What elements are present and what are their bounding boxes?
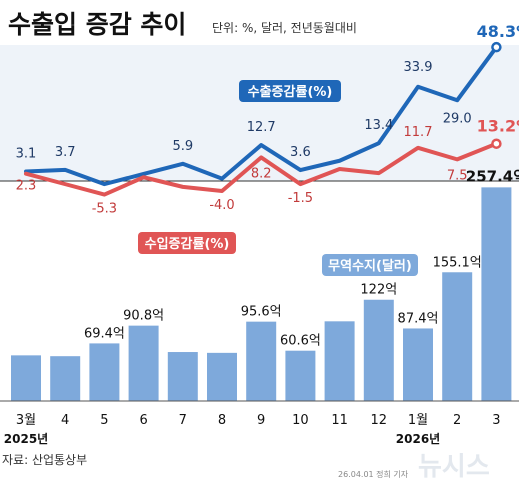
line-series xyxy=(24,41,502,197)
import-growth-label: -5.3 xyxy=(92,202,117,217)
import-growth-label: -1.5 xyxy=(288,191,313,206)
import-growth-label: 7.5 xyxy=(447,168,468,183)
chart-title: 수출입 증감 추이 xyxy=(8,10,186,39)
trade-balance-label: 95.6억 xyxy=(241,305,282,320)
x-tick-label: 6 xyxy=(139,413,147,428)
export-growth-label: 13.4 xyxy=(364,118,393,133)
footer-credit: 26.04.01 정희 기자 xyxy=(338,469,409,478)
x-tick-label: 5 xyxy=(100,413,108,428)
legend-balance-label: 무역수지(달러) xyxy=(328,258,412,274)
export-growth-label: 48.3% xyxy=(477,22,519,41)
trade-balance-bar xyxy=(207,352,237,401)
trade-balance-bar xyxy=(481,187,512,401)
export-growth-label: 29.0 xyxy=(443,111,472,126)
export-growth-label: 12.7 xyxy=(247,120,276,135)
legend-balance: 무역수지(달러) xyxy=(322,254,418,276)
import-growth-line-end-marker xyxy=(491,138,502,149)
watermark: 뉴시스 xyxy=(418,452,490,478)
import-growth-line xyxy=(24,141,499,197)
trade-balance-label: 257.4억 xyxy=(466,167,519,185)
trade-balance-bar xyxy=(285,350,316,401)
x-tick-label: 9 xyxy=(257,413,265,428)
trade-balance-bar xyxy=(246,321,277,401)
trade-balance-bar xyxy=(128,325,159,401)
trade-balance-bar xyxy=(403,328,433,401)
trade-balance-label: 155.1억 xyxy=(433,255,482,270)
export-growth-label: 5.9 xyxy=(172,139,193,154)
import-growth-label: 2.3 xyxy=(16,179,37,194)
trade-balance-bar xyxy=(442,272,473,401)
import-growth-label: 8.2 xyxy=(251,166,272,181)
x-tick-label: 1월 xyxy=(408,413,428,428)
legend-export: 수출증감률(%) xyxy=(239,80,341,102)
legend-import: 수입증감률(%) xyxy=(138,232,236,254)
trade-balance-bar xyxy=(11,355,41,401)
import-growth-label: 11.7 xyxy=(404,125,433,140)
year-label-first: 2025년 xyxy=(4,432,48,446)
x-tick-label: 12 xyxy=(371,413,388,428)
source-note: 자료: 산업통상부 xyxy=(2,453,87,467)
legend-export-label: 수출증감률(%) xyxy=(248,84,333,100)
x-tick-label: 2 xyxy=(453,413,461,428)
export-growth-label: 3.7 xyxy=(55,145,76,160)
export-growth-label: 3.1 xyxy=(16,146,37,161)
export-growth-label: 3.6 xyxy=(290,145,311,160)
trade-balance-bar xyxy=(324,321,355,401)
year-label-second: 2026년 xyxy=(396,432,440,446)
x-axis-ticks: 3월 4 5 6 7 8 9 10 11 12 1월 2 3 xyxy=(16,413,501,428)
x-tick-label: 3월 xyxy=(16,413,36,428)
trade-balance-bar xyxy=(89,343,120,401)
x-tick-label: 4 xyxy=(61,413,69,428)
trade-balance-label: 122억 xyxy=(360,283,397,298)
trade-balance-label: 69.4억 xyxy=(84,326,125,341)
export-growth-label: 33.9 xyxy=(404,60,433,75)
x-tick-label: 8 xyxy=(218,413,226,428)
import-growth-label: 13.2% xyxy=(477,117,519,136)
x-tick-label: 3 xyxy=(492,413,500,428)
trade-balance-bar xyxy=(167,352,198,401)
export-growth-line xyxy=(24,45,499,187)
trade-balance-label: 90.8억 xyxy=(123,309,164,324)
unit-note: 단위: %, 달러, 전년동월대비 xyxy=(212,21,357,35)
x-tick-label: 7 xyxy=(179,413,187,428)
x-tick-label: 10 xyxy=(292,413,309,428)
legend-import-label: 수입증감률(%) xyxy=(145,237,230,252)
trade-balance-bar xyxy=(363,299,394,401)
trade-balance-bars xyxy=(11,187,512,401)
trade-balance-label: 60.6억 xyxy=(280,334,321,349)
trade-balance-bar xyxy=(50,356,81,401)
export-growth-line-end-marker xyxy=(491,41,502,53)
x-tick-label: 11 xyxy=(331,413,348,428)
import-growth-label: -4.0 xyxy=(209,198,234,213)
trade-balance-label: 87.4억 xyxy=(398,311,439,326)
